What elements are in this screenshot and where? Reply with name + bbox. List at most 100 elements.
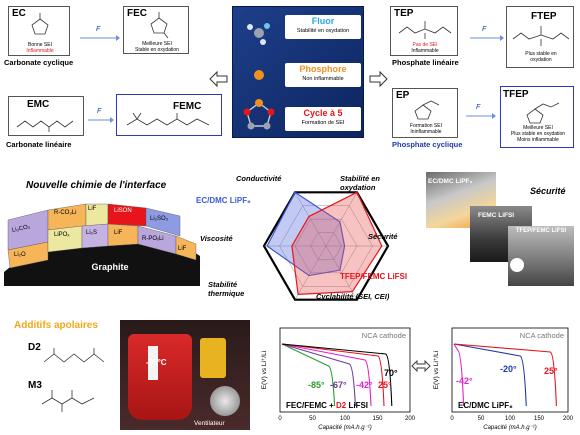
discharge-curve — [453, 343, 557, 407]
arrow-icon — [80, 35, 120, 41]
layer-label: Li₂S — [86, 230, 98, 236]
ec-note1: Bonne SEI — [28, 42, 52, 48]
temperature-label: -42° — [456, 376, 473, 386]
chart-frame — [279, 327, 411, 413]
chart-xtick: 200 — [563, 416, 574, 422]
m3-molecule-icon — [41, 390, 95, 412]
ec-note2: Inflammable — [26, 48, 54, 54]
right-arrow-icon — [369, 70, 388, 88]
tep-label: TEP — [394, 8, 414, 19]
radar-axis-label: Cyclabilité (SEI, CEI) — [316, 292, 390, 301]
radar-axis-label: Sécurité — [368, 232, 398, 241]
chart-xtick: 150 — [534, 416, 545, 422]
tfep-note1: Meilleure SEI — [523, 125, 553, 131]
m3-label: M3 — [28, 380, 42, 391]
interface-title: Nouvelle chimie de l'interface — [26, 180, 167, 191]
emc-caption: Carbonate linéaire — [6, 140, 72, 149]
fan-label: Ventilateur — [194, 420, 225, 427]
chart-ylabel: E(V) vs Li⁺/Li — [261, 351, 268, 389]
radar-axis-label: Viscosité — [200, 234, 233, 243]
temperature-label: 25° — [544, 366, 558, 376]
graphite-label: Graphite — [91, 262, 129, 272]
temperature-label: -95°C — [146, 358, 167, 367]
fluor-molecule-icon — [247, 23, 270, 45]
phosphore-sub: Non inflammable — [302, 76, 344, 82]
layer-label: LiF — [178, 246, 187, 252]
emc-label: EMC — [27, 99, 50, 110]
layer-label: LiSON — [114, 208, 132, 214]
tfep-box: TFEP Meilleure SEI Plus stable en oxydat… — [500, 86, 574, 148]
ftep-note2: oxydation — [530, 57, 552, 63]
chart-ylabel: E(V) vs Li⁺/Li — [433, 351, 440, 389]
safety-label: TFEP/FEMC LiFSI — [515, 228, 567, 234]
radar-axis-label: Stabilité en oxydation — [340, 174, 381, 192]
chart-title: NCA cathode — [362, 331, 406, 340]
tep-note2: Inflammable — [411, 48, 439, 54]
d2-molecule-icon — [43, 348, 105, 363]
discharge-curve — [281, 343, 372, 407]
cycle-card: Cycle à 5 Formation de SEI — [285, 107, 361, 131]
ec-label: EC — [12, 8, 26, 19]
radar-spoke — [294, 192, 327, 247]
safety-title: Sécurité — [530, 186, 566, 196]
discharge-chart-d2: NCA cathode E(V) vs Li⁺/Li 0 50 100 150 200 Cap… — [261, 327, 416, 431]
ftep-note1: Plus stable en — [525, 51, 557, 57]
cycle-label: Cycle à 5 — [303, 108, 343, 118]
radar-series-ec — [266, 191, 346, 277]
chart-xtick: 0 — [278, 416, 282, 422]
chart-xlabel: Capacité (mA.h.g⁻¹) — [483, 425, 537, 431]
temperature-label: 25° — [378, 380, 392, 390]
temperature-label: -42° — [356, 380, 373, 390]
ep-molecule-icon — [414, 100, 440, 120]
tfep-label: TFEP — [503, 89, 529, 100]
discharge-curve — [281, 343, 336, 407]
ec-molecule-icon — [31, 13, 49, 35]
discharge-curve — [453, 343, 527, 407]
chart-frame — [451, 327, 569, 413]
safety-label: FEMC LiFSI — [478, 212, 515, 219]
sample-tube — [148, 346, 158, 380]
discharge-curve — [281, 343, 356, 407]
layer-label: Li₂O — [14, 252, 26, 258]
ep-box: EP Formation SEI Ininflammable — [392, 88, 458, 138]
arrow-icon — [470, 35, 504, 41]
fec-molecule-icon — [150, 12, 169, 39]
f-label: F — [476, 104, 481, 111]
discharge-curve — [453, 343, 465, 407]
fec-note1: Meilleure SEI — [142, 41, 172, 47]
layer-label: LiPOₓ — [54, 232, 70, 238]
chart-xtick: 50 — [309, 416, 316, 422]
radar-series-tfep — [291, 191, 383, 295]
emc-box: EMC — [8, 96, 84, 136]
ftep-label: FTEP — [531, 11, 557, 22]
radar-legend-tfep: TFEP/FEMC LiFSI — [340, 272, 408, 281]
d2-label: D2 — [28, 342, 41, 353]
f-label: F — [96, 26, 101, 33]
chart-xtick: 200 — [405, 416, 416, 422]
chart-xtick: 0 — [450, 416, 454, 422]
temperature-label: 70° — [384, 368, 398, 378]
arrow-icon — [88, 117, 114, 123]
tep-molecule-icon — [398, 21, 452, 39]
layer-label: LiF — [114, 230, 123, 236]
radar-spoke — [325, 245, 358, 300]
chart-xtick: 100 — [340, 416, 351, 422]
element-panel: Fluor Stabilité en oxydation Phosphore N… — [232, 6, 364, 138]
layer-label: LiF — [88, 206, 97, 212]
temperature-label: -67° — [330, 380, 347, 390]
layer-label: R-POₓLi — [142, 236, 164, 242]
fec-note2: Stable en oxydation — [135, 47, 179, 53]
fan-shape — [210, 386, 240, 416]
sei-layers-diagram — [4, 203, 200, 286]
fluor-card: Fluor Stabilité en oxydation — [285, 15, 361, 39]
multimeter-shape — [200, 338, 226, 378]
ep-note2: Ininflammable — [410, 129, 442, 135]
discharge-chart-ecdmc: NCA cathode E(V) vs Li⁺/Li 0 50 100 150 200 Cap… — [433, 327, 574, 431]
arrow-icon — [466, 113, 496, 119]
tfep-note2: Plus stable en oxydation — [510, 131, 566, 137]
temperature-label: -85° — [308, 380, 325, 390]
tep-caption: Phosphate linéaire — [392, 58, 459, 67]
tep-note1: Pas de SEI — [412, 42, 438, 48]
phosphore-label: Phosphore — [299, 64, 347, 74]
fec-label: FEC — [127, 8, 147, 19]
